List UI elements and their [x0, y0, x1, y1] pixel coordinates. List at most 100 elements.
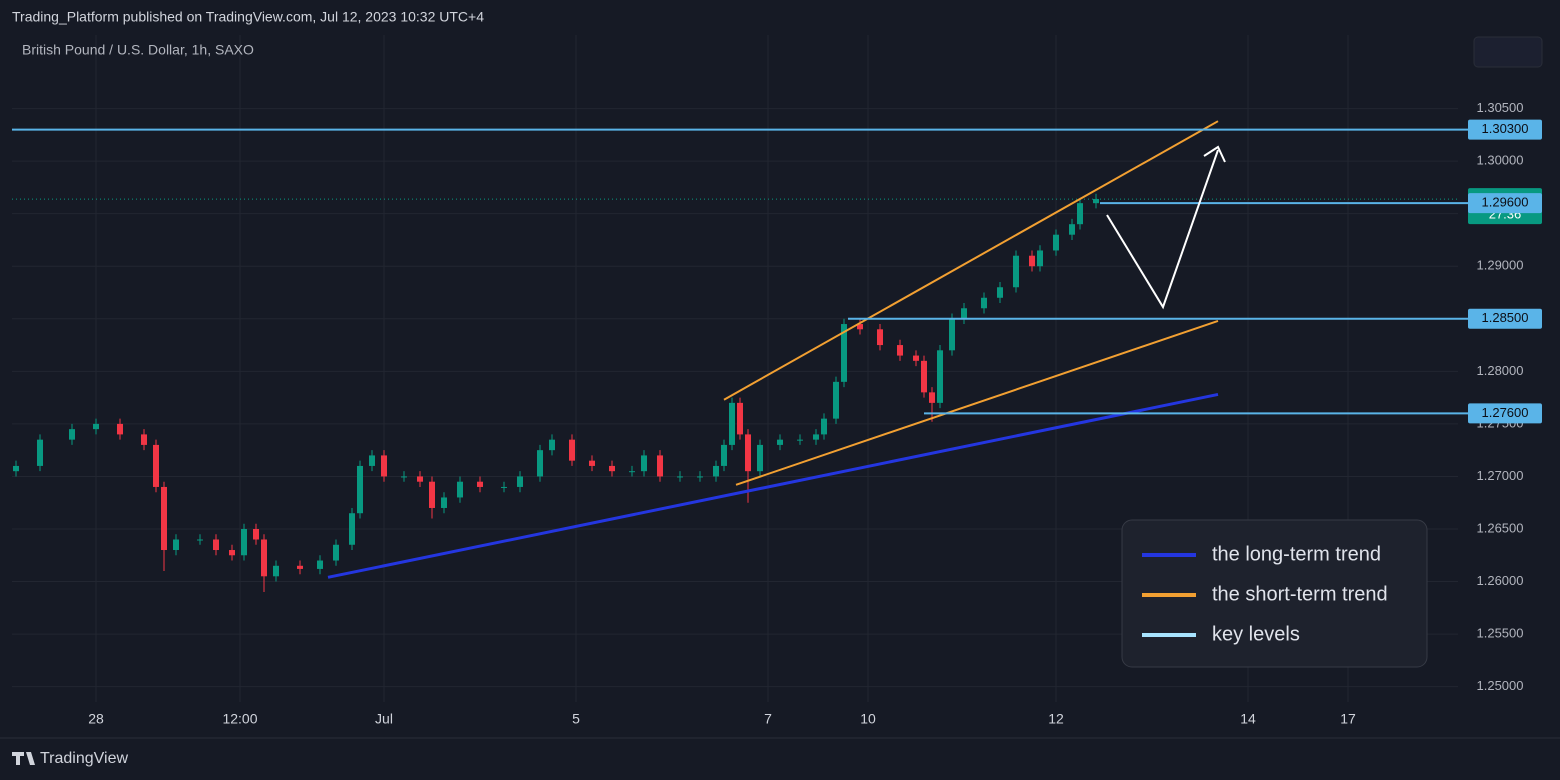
chart-title: British Pound / U.S. Dollar, 1h, SAXO [22, 42, 254, 58]
forecast-arrow [1106, 149, 1219, 310]
candle-body [333, 544, 339, 561]
y-tick-label: 1.30000 [1477, 153, 1524, 168]
candle-body [369, 455, 375, 466]
candle-body [173, 539, 179, 551]
candle-body [317, 560, 323, 569]
y-tick-label: 1.29000 [1477, 258, 1524, 273]
candle-body [641, 455, 647, 472]
candle-body [1037, 250, 1043, 267]
candle-body [241, 528, 247, 556]
toolbar-box[interactable] [1473, 36, 1543, 68]
candle-body [569, 439, 575, 461]
candle-body [1013, 255, 1019, 288]
candle-body [261, 539, 267, 577]
x-tick-label: Jul [375, 711, 393, 727]
candle-body [1053, 234, 1059, 251]
candle-body [1077, 203, 1083, 225]
candle-body [949, 318, 955, 351]
candle-body [997, 287, 1003, 298]
level-label: 1.30300 [1482, 121, 1529, 136]
candle-body [745, 434, 751, 472]
trend-line [723, 120, 1219, 401]
y-tick-label: 1.26500 [1477, 520, 1524, 535]
candle-body [441, 497, 447, 508]
candle-body [357, 465, 363, 514]
x-tick-label: 5 [572, 711, 580, 727]
x-tick-label: 10 [860, 711, 876, 727]
level-badge [1468, 403, 1542, 424]
brand: TradingView [40, 750, 128, 767]
candle-body [1093, 198, 1099, 204]
candle-body [713, 465, 719, 477]
candle-body [797, 439, 803, 441]
candle-body [457, 481, 463, 498]
candle-body [981, 297, 987, 309]
candle-body [1029, 255, 1035, 267]
candle-body [517, 476, 523, 487]
candle-body [657, 455, 663, 477]
candle-body [677, 476, 683, 478]
candle-body [213, 539, 219, 551]
level-badge [1468, 119, 1542, 140]
candle-body [721, 444, 727, 466]
candle-body [417, 476, 423, 482]
level-label: 1.27600 [1482, 405, 1529, 420]
trend-line [327, 392, 1219, 579]
x-tick-label: 14 [1240, 711, 1256, 727]
candle-body [877, 329, 883, 346]
candle-body [161, 486, 167, 551]
candle-body [117, 423, 123, 435]
y-tick-label: 1.27000 [1477, 468, 1524, 483]
candle-body [69, 429, 75, 440]
candle-body [501, 486, 507, 488]
candle-body [913, 355, 919, 361]
legend-label: the long-term trend [1212, 543, 1381, 565]
candle-body [961, 308, 967, 319]
candle-body [297, 565, 303, 569]
candle-body [153, 444, 159, 487]
level-badge [1468, 308, 1542, 329]
candle-body [841, 324, 847, 382]
x-tick-label: 12 [1048, 711, 1064, 727]
level-badge [1468, 193, 1542, 214]
legend-box [1121, 519, 1428, 668]
candle-body [589, 460, 595, 466]
y-tick-label: 1.28000 [1477, 363, 1524, 378]
candle-body [253, 528, 259, 540]
candle-body [609, 465, 615, 472]
candle-body [229, 550, 235, 556]
candle-body [857, 324, 863, 330]
legend-label: the short-term trend [1212, 583, 1388, 605]
logo [12, 752, 35, 765]
candle-body [929, 392, 935, 403]
y-tick-label: 1.25000 [1477, 678, 1524, 693]
candle-body [141, 434, 147, 445]
candle-body [477, 481, 483, 487]
candle-body [897, 345, 903, 356]
plot: 1.250001.255001.260001.265001.270001.275… [12, 35, 1542, 727]
candle-body [197, 539, 203, 541]
candle-body [737, 402, 743, 435]
x-tick-label: 28 [88, 711, 104, 727]
candle-body [1069, 224, 1075, 235]
x-tick-label: 12:00 [222, 711, 257, 727]
y-tick-label: 1.25500 [1477, 626, 1524, 641]
candle-body [757, 444, 763, 472]
candle-body [697, 476, 703, 478]
candle-body [937, 350, 943, 403]
candle-body [777, 439, 783, 445]
trend-line [735, 319, 1219, 486]
publisher: Trading_Platform published on TradingVie… [12, 9, 484, 25]
candle-body [93, 423, 99, 430]
candle-body [429, 481, 435, 508]
y-tick-label: 1.30500 [1477, 100, 1524, 115]
level-label: 1.28500 [1482, 310, 1529, 325]
candle-body [813, 434, 819, 440]
candle-body [401, 476, 407, 478]
level-label: 1.29600 [1482, 195, 1529, 210]
candle-body [921, 360, 927, 393]
candle-body [273, 565, 279, 577]
candle-body [821, 418, 827, 435]
